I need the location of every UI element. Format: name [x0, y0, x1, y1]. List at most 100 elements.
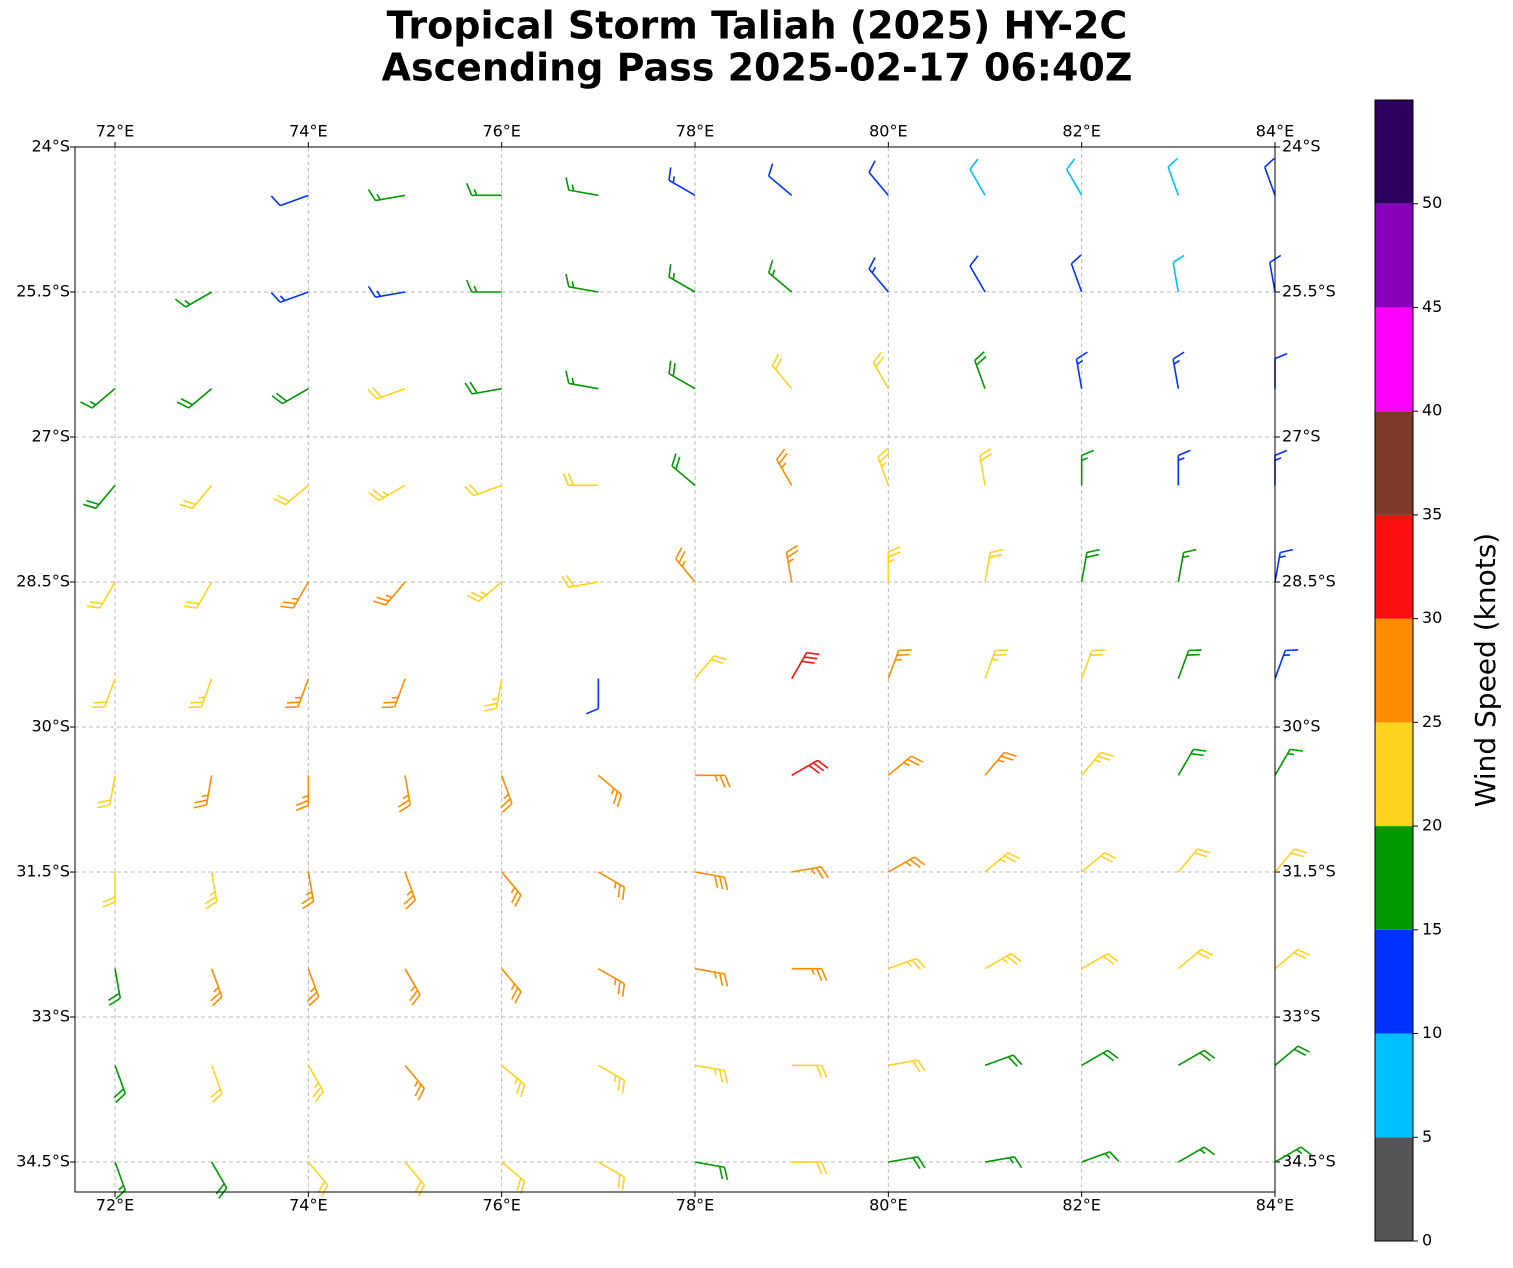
- y-tick-label: 28.5°S: [16, 572, 70, 591]
- wind-barb: [464, 381, 502, 395]
- wind-barb: [176, 388, 213, 409]
- barbs: [80, 157, 1312, 1200]
- wind-barb: [367, 189, 406, 202]
- wind-barb: [1075, 351, 1088, 389]
- wind-barb: [694, 871, 729, 891]
- wind-barb: [83, 484, 116, 510]
- wind-barb: [1177, 948, 1214, 970]
- wind-barb: [285, 678, 310, 709]
- wind-barb: [694, 967, 729, 987]
- wind-barb: [306, 968, 320, 1007]
- wind-barb: [188, 678, 213, 709]
- wind-barb: [668, 264, 696, 293]
- colorbar-tick-label: 0: [1422, 1231, 1432, 1250]
- wind-barb: [368, 484, 406, 502]
- y-tick-label: 30°S: [1282, 717, 1321, 736]
- wind-barb: [984, 852, 1020, 873]
- wind-barb: [1081, 953, 1119, 970]
- colorbar-tick-label: 35: [1422, 504, 1442, 523]
- wind-barb: [1274, 649, 1299, 679]
- wind-barb: [466, 581, 503, 603]
- wind-barb: [96, 775, 116, 809]
- wind-barb: [403, 871, 417, 910]
- wind-barb: [694, 1161, 729, 1181]
- wind-barb: [1065, 158, 1083, 196]
- y-tick-label: 25.5°S: [16, 282, 70, 301]
- wind-barb: [1274, 1146, 1312, 1163]
- wind-barb: [888, 1156, 926, 1170]
- wind-barb: [210, 1161, 228, 1199]
- wind-barb: [562, 473, 599, 487]
- wind-barb: [586, 678, 600, 715]
- colorbar-bin: [1375, 826, 1413, 930]
- y-tick-label: 33°S: [31, 1007, 70, 1026]
- wind-barb: [270, 194, 309, 207]
- wind-barb: [565, 273, 599, 293]
- wind-barb: [785, 544, 799, 583]
- colorbar-bin: [1375, 929, 1413, 1034]
- wind-barb: [1177, 548, 1197, 583]
- wind-barb: [465, 279, 502, 293]
- x-tick-label: 82°E: [1062, 122, 1100, 141]
- wind-barb: [204, 871, 218, 910]
- wind-barb: [969, 255, 986, 293]
- y-tick-label: 28.5°S: [1282, 572, 1336, 591]
- wind-barb: [969, 158, 986, 196]
- wind-barb: [872, 351, 890, 390]
- colorbar-frame: [1374, 99, 1414, 1242]
- colorbar-bin: [1375, 618, 1413, 723]
- x-tick-label: 82°E: [1062, 1196, 1100, 1215]
- wind-barb: [500, 775, 513, 813]
- y-tick-label: 30°S: [31, 717, 70, 736]
- wind-barb: [367, 285, 406, 299]
- wind-barb: [1274, 948, 1310, 970]
- wind-barb: [1274, 548, 1294, 583]
- wind-barb: [367, 387, 406, 400]
- wind-barb: [1081, 852, 1117, 873]
- wind-barb: [1080, 449, 1094, 486]
- wind-barb: [790, 651, 820, 680]
- wind-barb: [1167, 157, 1180, 196]
- wind-barb: [767, 260, 793, 293]
- wind-barb: [668, 167, 696, 197]
- wind-barb: [561, 574, 599, 589]
- wind-barb: [887, 856, 926, 873]
- wind-barb: [465, 183, 502, 197]
- y-tick-label: 24°S: [1282, 137, 1321, 156]
- x-tick-label: 72°E: [96, 122, 134, 141]
- wind-barb: [1274, 748, 1303, 776]
- wind-barb: [501, 871, 522, 907]
- y-tick-label: 34.5°S: [16, 1152, 70, 1171]
- wind-barb: [80, 388, 116, 409]
- colorbar-bin: [1375, 307, 1413, 412]
- x-tick-label: 72°E: [96, 1196, 134, 1215]
- colorbar-tick-label: 40: [1422, 401, 1442, 420]
- wind-barb: [210, 1065, 223, 1103]
- x-tick-label: 74°E: [289, 122, 327, 141]
- wind-barb: [973, 351, 987, 389]
- wind-barb: [114, 1161, 127, 1200]
- y-tick-label: 31.5°S: [16, 862, 70, 881]
- wind-barb: [1263, 157, 1276, 196]
- wind-barb: [565, 177, 599, 197]
- wind-barb: [877, 447, 890, 486]
- colorbar-bin: [1375, 1033, 1413, 1138]
- wind-barb: [397, 775, 412, 813]
- wind-barb: [984, 548, 1004, 583]
- wind-barb: [270, 291, 309, 304]
- wind-barb: [1080, 649, 1105, 679]
- wind-barb: [87, 581, 116, 609]
- colorbar-bin: [1375, 1137, 1413, 1241]
- y-tick-label: 34.5°S: [1282, 1152, 1336, 1171]
- wind-barb: [271, 387, 309, 405]
- wind-barb: [597, 1161, 626, 1191]
- wind-barb: [887, 546, 901, 583]
- x-tick-label: 84°E: [1256, 1196, 1294, 1215]
- wind-barb: [597, 968, 626, 997]
- wind-barb: [984, 953, 1022, 970]
- wind-barb: [1274, 449, 1288, 486]
- wind-barb: [1081, 1049, 1119, 1067]
- colorbar-bin: [1375, 100, 1413, 204]
- wind-barb: [91, 678, 116, 709]
